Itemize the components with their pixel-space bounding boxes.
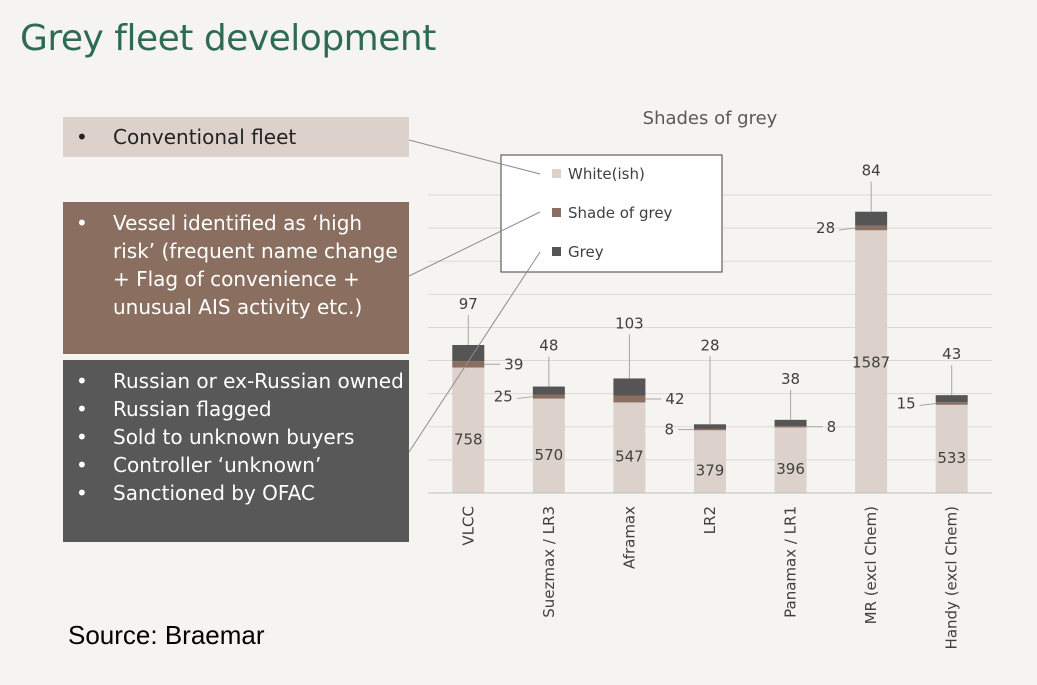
data-label: 28 (700, 336, 719, 354)
data-label: 15 (897, 395, 916, 413)
data-label: 97 (459, 295, 478, 313)
box-bullet: Russian flagged (63, 395, 409, 423)
legend-label: White(ish) (568, 165, 645, 183)
data-label: 8 (664, 421, 674, 439)
data-label: 1587 (852, 354, 890, 372)
bar-segment (532, 394, 565, 399)
box-bullet: Vessel identified as ‘high risk’ (freque… (63, 209, 409, 321)
legend-label: Grey (568, 243, 604, 261)
grey-fleet-box: Russian or ex-Russian owned Russian flag… (63, 360, 409, 542)
bar-segment (855, 211, 888, 226)
data-label: 48 (539, 337, 558, 355)
legend-label: Shade of grey (568, 204, 673, 222)
box-bullet: Sold to unknown buyers (63, 423, 409, 451)
bar-segment (694, 428, 726, 431)
legend-swatch (552, 169, 561, 178)
bar-segment (935, 404, 968, 493)
data-label: 25 (494, 388, 513, 406)
bar-segment (452, 344, 485, 362)
box-bullet: Controller ‘unknown’ (63, 451, 409, 479)
leader-line (919, 403, 936, 407)
bar-segment (613, 378, 646, 396)
bar-segment (532, 386, 565, 395)
data-label: 39 (504, 355, 523, 373)
data-label: 28 (816, 219, 835, 237)
bar-segment (613, 402, 646, 493)
page-title: Grey fleet development (20, 18, 436, 59)
data-label: 547 (615, 448, 644, 466)
data-label: 103 (615, 314, 644, 332)
data-label: 396 (776, 460, 805, 478)
bar-segment (855, 225, 888, 231)
bar-segment (935, 402, 968, 405)
bar-segment (694, 430, 726, 493)
bar-segment (774, 426, 807, 428)
data-label: 8 (827, 418, 837, 436)
bar-segment (855, 230, 888, 493)
tick-label: LR2 (701, 506, 719, 534)
tick-label: Suezmax / LR3 (540, 506, 558, 618)
data-label: 43 (942, 345, 961, 363)
legend-swatch (552, 247, 561, 256)
bar-segment (613, 395, 646, 403)
bar-segment (774, 427, 807, 493)
box-bullet: Conventional fleet (63, 123, 409, 151)
data-label: 42 (665, 390, 684, 408)
leader-line (839, 227, 856, 231)
bar-segment (452, 361, 485, 368)
data-label: 570 (535, 446, 564, 464)
leader-line (516, 396, 533, 400)
tick-label: MR (excl Chem) (862, 506, 880, 624)
connector-line (408, 139, 541, 175)
bar-segment (774, 419, 807, 427)
tick-label: Panamax / LR1 (782, 506, 800, 618)
data-label: 84 (862, 162, 881, 180)
high-risk-box: Vessel identified as ‘high risk’ (freque… (63, 202, 409, 354)
data-label: 758 (454, 430, 483, 448)
box-bullet: Russian or ex-Russian owned (63, 367, 409, 395)
bar-segment (532, 398, 565, 493)
box-bullet: Sanctioned by OFAC (63, 479, 409, 507)
conventional-fleet-box: Conventional fleet (63, 117, 409, 157)
legend-swatch (552, 208, 561, 217)
source-note: Source: Braemar (68, 620, 265, 650)
tick-label: VLCC (459, 506, 477, 546)
chart-title: Shades of grey (643, 108, 778, 129)
data-label: 379 (696, 462, 725, 480)
tick-label: Aframax (620, 506, 638, 569)
data-label: 38 (781, 370, 800, 388)
connector-line (408, 211, 541, 277)
tick-label: Handy (excl Chem) (943, 506, 961, 649)
data-label: 533 (937, 449, 966, 467)
bar-segment (694, 424, 726, 429)
bar-segment (935, 395, 968, 403)
bar-segment (452, 367, 485, 493)
connector-line (408, 251, 541, 453)
